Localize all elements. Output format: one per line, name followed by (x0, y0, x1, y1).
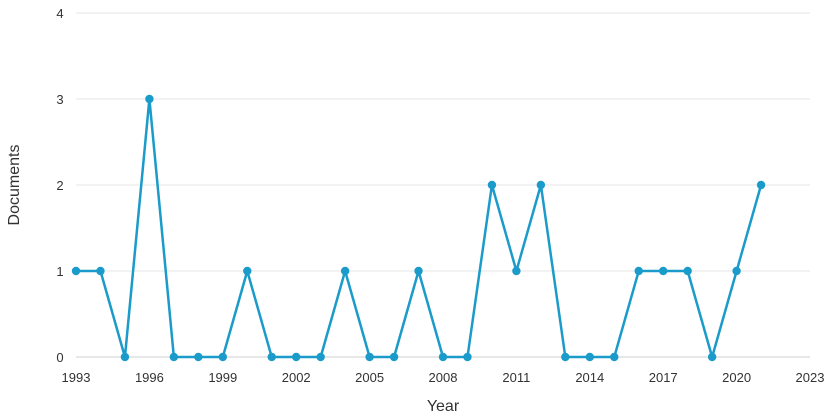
data-point (389, 352, 399, 362)
data-point (683, 266, 692, 276)
data-point (120, 352, 130, 362)
y-tick-labels: 0 1 2 3 4 (56, 6, 63, 365)
x-tick-labels: 1993 1996 1999 2002 2005 2008 2011 2014 2017 2020… (62, 370, 825, 385)
y-axis-title: Documents (6, 145, 23, 226)
data-point (561, 352, 570, 362)
gridlines (76, 12, 810, 358)
data-point (218, 352, 227, 362)
y-tick-label: 3 (56, 92, 63, 107)
data-point (585, 352, 594, 362)
data-point (487, 180, 497, 190)
y-tick-label: 0 (56, 350, 63, 365)
y-tick-label: 2 (56, 178, 63, 193)
data-point (292, 352, 301, 362)
data-point (707, 352, 717, 362)
data-point (365, 352, 374, 362)
data-point (659, 266, 668, 276)
y-tick-label: 4 (56, 6, 63, 21)
data-point (463, 352, 472, 362)
data-point (756, 180, 766, 190)
data-point (267, 352, 276, 362)
x-axis-title: Year (427, 398, 460, 415)
data-point (316, 352, 325, 362)
data-point (438, 352, 448, 362)
data-point (96, 266, 105, 276)
x-tick-label: 2011 (502, 370, 530, 385)
data-point (610, 352, 619, 362)
y-tick-label: 1 (56, 264, 63, 279)
data-point (732, 266, 741, 276)
x-tick-label: 2020 (722, 370, 751, 385)
x-tick-label: 1999 (208, 370, 237, 385)
x-tick-label: 1993 (62, 370, 91, 385)
x-tick-label: 2005 (355, 370, 384, 385)
data-point (512, 266, 521, 276)
data-point (169, 352, 179, 362)
data-point (414, 266, 423, 276)
x-tick-label: 2008 (429, 370, 458, 385)
x-tick-label: 2002 (282, 370, 311, 385)
x-tick-label: 2017 (649, 370, 678, 385)
x-tick-label: 2023 (796, 370, 825, 385)
data-point (536, 180, 546, 190)
x-tick-label: 1996 (135, 370, 164, 385)
data-point (340, 266, 350, 276)
data-point (243, 266, 252, 276)
data-point (194, 352, 203, 362)
data-point (634, 266, 643, 276)
series-documents (71, 94, 766, 362)
series-line (76, 97, 763, 359)
x-tick-label: 2014 (575, 370, 604, 385)
data-point (71, 266, 81, 276)
data-point (145, 94, 154, 104)
